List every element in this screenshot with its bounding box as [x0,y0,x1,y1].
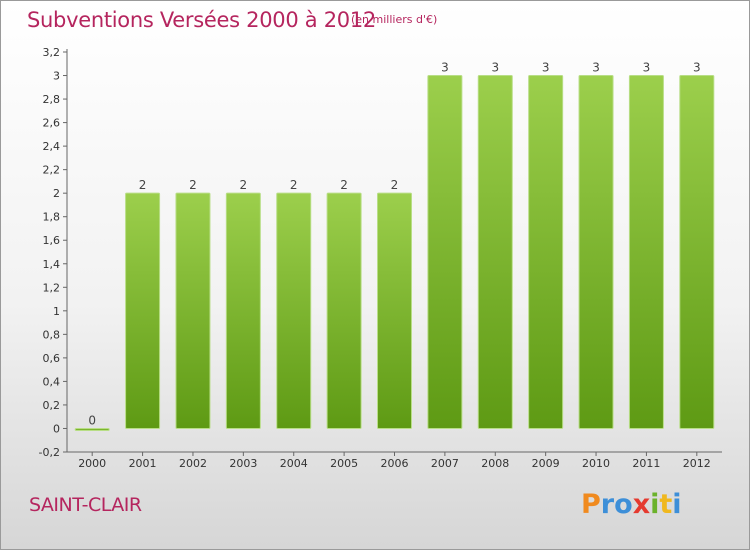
y-tick-label: 2,4 [43,140,61,153]
value-label-2007: 3 [441,61,449,75]
y-tick-label: 0,8 [43,328,61,341]
y-tick-label: 2,6 [43,117,61,130]
chart-title: Subventions Versées 2000 à 2012 [27,8,376,32]
y-tick-label: 1,2 [43,281,61,294]
logo-letter: x [632,489,651,520]
bar-2008 [477,75,513,429]
place-name: SAINT-CLAIR [29,494,142,516]
y-tick-label: 1,4 [43,258,61,271]
y-tick-label: 0,6 [43,352,61,365]
x-tick-label-2003: 2003 [229,457,257,470]
y-tick-label: 0,4 [43,375,61,388]
value-label-2010: 3 [592,61,600,75]
logo-letter: o [614,489,633,520]
x-tick-label-2007: 2007 [431,457,459,470]
y-tick-label: 0,2 [43,399,61,412]
value-label-2003: 2 [240,178,248,192]
logo-letter: P [581,489,601,520]
x-tick-label-2004: 2004 [280,457,308,470]
bar-2010 [578,75,614,429]
bar-2001 [125,192,161,429]
value-label-2002: 2 [189,178,197,192]
bar-2006 [377,192,412,429]
bar-2000 [74,427,110,431]
y-tick-label: 0 [53,422,60,435]
bar-2012 [679,75,715,429]
logo-letter: i [672,489,682,520]
bar-2003 [225,192,261,429]
bar-2011 [628,75,664,429]
bar-2004 [276,192,312,429]
proxiti-logo[interactable]: Proxiti [581,489,682,520]
x-tick-label-2006: 2006 [381,457,409,470]
value-label-2005: 2 [340,178,348,192]
y-tick-label: 1 [53,305,60,318]
y-tick-label: 2,2 [43,164,61,177]
chart-subtitle: (en milliers d'€) [351,13,438,26]
value-label-2004: 2 [290,178,298,192]
y-tick-label: 3 [53,70,60,83]
value-label-2012: 3 [693,61,701,75]
value-label-2008: 3 [491,61,499,75]
bar-2009 [528,75,564,429]
x-tick-label-2012: 2012 [683,457,711,470]
bar-2002 [175,192,211,429]
x-tick-label-2001: 2001 [129,457,157,470]
value-label-2000: 0 [88,413,96,427]
x-tick-label-2005: 2005 [330,457,358,470]
value-label-2001: 2 [139,178,147,192]
y-tick-label: 2,8 [43,93,61,106]
y-tick-label: 1,6 [43,234,61,247]
x-tick-label-2002: 2002 [179,457,207,470]
value-label-2006: 2 [391,178,399,192]
bar-2007 [427,75,463,429]
value-label-2011: 3 [643,61,651,75]
bar-2005 [326,192,362,429]
value-label-2009: 3 [542,61,550,75]
y-tick-label: 3,2 [43,46,61,59]
x-tick-label-2008: 2008 [481,457,509,470]
y-tick-label: -0,2 [39,446,60,459]
x-tick-label-2000: 2000 [78,457,106,470]
y-tick-label: 1,8 [43,211,61,224]
x-tick-label-2009: 2009 [532,457,560,470]
logo-letter: t [659,489,673,520]
y-tick-label: 2 [53,187,60,200]
x-tick-label-2010: 2010 [582,457,610,470]
logo-letter: r [600,489,615,520]
x-tick-label-2011: 2011 [632,457,660,470]
logo-letter: i [650,489,660,520]
